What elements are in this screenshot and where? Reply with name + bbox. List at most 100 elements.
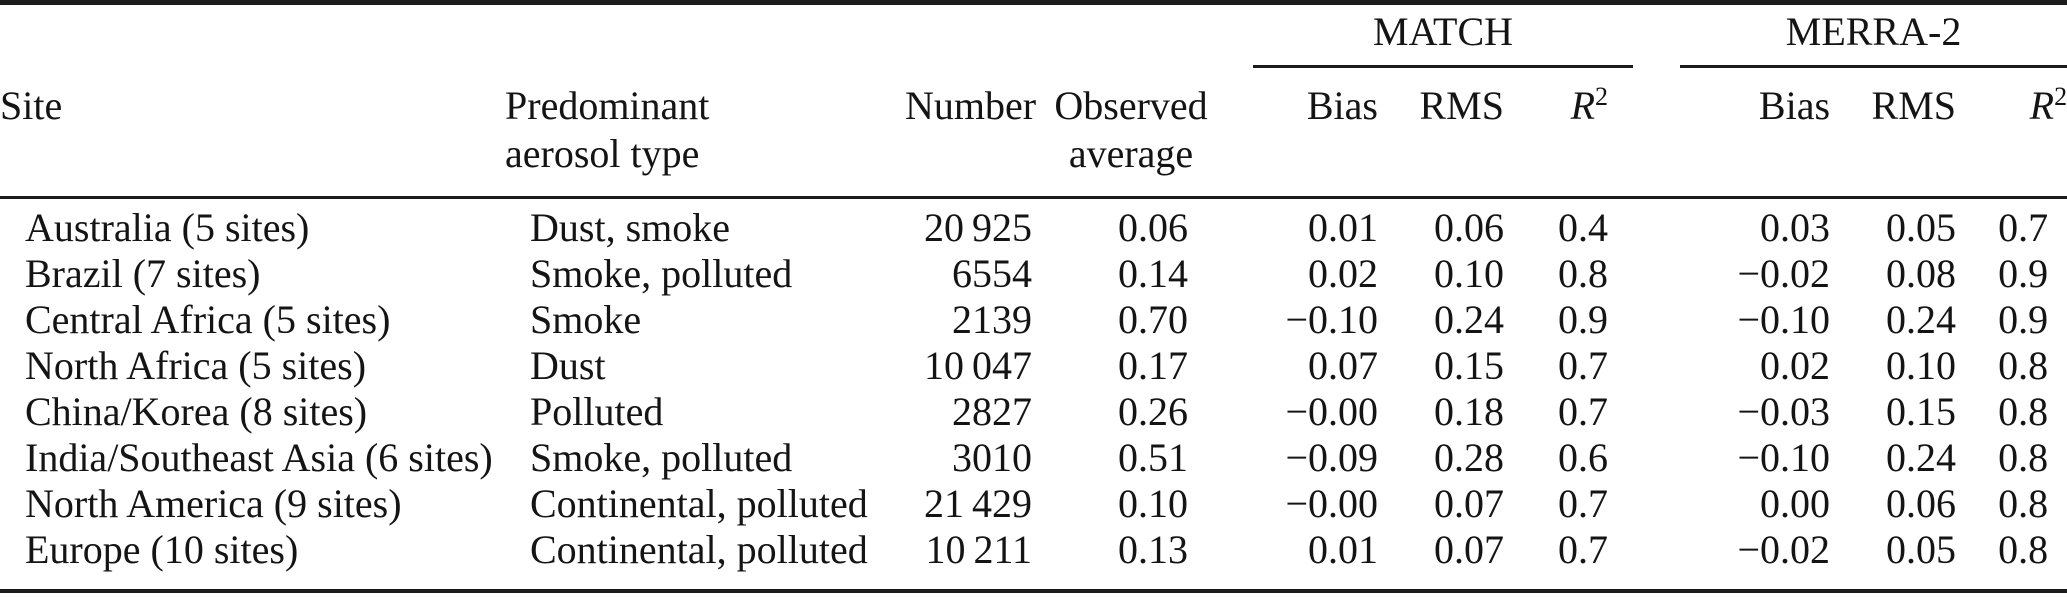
cell-aerosol-type: Smoke, polluted bbox=[530, 251, 793, 296]
cell-match-rms: 0.06 bbox=[1434, 205, 1504, 250]
group-header-match: MATCH bbox=[1230, 3, 1634, 68]
cell-observed-average: 0.14 bbox=[1118, 251, 1188, 296]
cell-merra2-r2: 0.8 bbox=[1998, 343, 2049, 388]
table-header: MATCH MERRA-2 Site Predominant aerosol t… bbox=[0, 3, 2067, 199]
group-header-row: MATCH MERRA-2 bbox=[0, 3, 2067, 69]
cell-match-bias: 0.02 bbox=[1308, 251, 1378, 296]
cell-match-r2: 0.7 bbox=[1558, 343, 1609, 388]
cell-merra2-r2: 0.8 bbox=[1998, 435, 2049, 480]
cell-number: 10 211 bbox=[925, 527, 1032, 572]
cell-match-bias: 0.07 bbox=[1308, 343, 1378, 388]
cell-match-bias: 0.01 bbox=[1308, 527, 1378, 572]
cell-aerosol-type: Continental, polluted bbox=[530, 481, 868, 526]
cell-merra2-rms: 0.05 bbox=[1886, 205, 1957, 250]
table-row-brazil: Brazil (7 sites) Smoke, polluted 6554 0.… bbox=[0, 251, 2067, 297]
table-row-north-america: North America (9 sites) Continental, pol… bbox=[0, 481, 2067, 527]
cell-observed-average: 0.51 bbox=[1118, 435, 1188, 480]
cell-match-bias: −0.09 bbox=[1285, 435, 1378, 480]
cell-site: India/Southeast Asia (6 sites) bbox=[25, 435, 493, 480]
r2-superscript: 2 bbox=[1595, 82, 1609, 111]
cell-merra2-rms: 0.05 bbox=[1886, 527, 1957, 572]
match-group-rule: MATCH bbox=[1253, 11, 1634, 68]
cell-site: North Africa (5 sites) bbox=[25, 343, 367, 388]
cell-match-bias: −0.00 bbox=[1285, 481, 1378, 526]
cell-merra2-rms: 0.06 bbox=[1886, 481, 1957, 526]
group-header-spacer bbox=[0, 3, 1230, 69]
cell-number: 3010 bbox=[952, 435, 1032, 480]
r2-base: R bbox=[1570, 83, 1596, 128]
group-header-merra2: MERRA-2 bbox=[1608, 3, 2067, 68]
table-row-australia: Australia (5 sites) Dust, smoke 20 925 0… bbox=[0, 198, 2067, 252]
col-header-match-rms: RMS bbox=[1378, 68, 1504, 199]
cell-match-rms: 0.07 bbox=[1434, 481, 1504, 526]
cell-merra2-rms: 0.24 bbox=[1886, 297, 1957, 342]
cell-match-rms: 0.15 bbox=[1434, 343, 1504, 388]
col-header-number: Number bbox=[905, 68, 1036, 199]
cell-number: 20 925 bbox=[923, 205, 1032, 250]
cell-number: 6554 bbox=[952, 251, 1032, 296]
cell-number: 21 429 bbox=[923, 481, 1032, 526]
aerosol-header-line1: Predominant bbox=[505, 83, 710, 128]
cell-merra2-rms: 0.24 bbox=[1886, 435, 1957, 480]
cell-number: 2139 bbox=[952, 297, 1032, 342]
cell-merra2-r2: 0.8 bbox=[1998, 527, 2049, 572]
cell-number: 2827 bbox=[952, 389, 1032, 434]
merra2-group-rule: MERRA-2 bbox=[1680, 11, 2067, 68]
col-header-match-r2: R2 bbox=[1504, 68, 1609, 199]
cell-site: Brazil (7 sites) bbox=[25, 251, 261, 296]
cell-observed-average: 0.26 bbox=[1118, 389, 1188, 434]
cell-match-bias: −0.00 bbox=[1285, 389, 1378, 434]
col-header-merra2-rms: RMS bbox=[1830, 68, 1957, 199]
cell-match-bias: 0.01 bbox=[1308, 205, 1378, 250]
cell-match-bias: −0.10 bbox=[1285, 297, 1378, 342]
r2-base: R bbox=[2029, 83, 2055, 128]
cell-merra2-bias: −0.10 bbox=[1737, 297, 1831, 342]
table-row-china-korea: China/Korea (8 sites) Polluted 2827 0.26… bbox=[0, 389, 2067, 435]
col-header-merra2-bias: Bias bbox=[1608, 68, 1831, 199]
cell-site: Europe (10 sites) bbox=[25, 527, 299, 572]
merra2-group-label: MERRA-2 bbox=[1785, 9, 1962, 54]
cell-number: 10 047 bbox=[923, 343, 1032, 388]
cell-aerosol-type: Continental, polluted bbox=[530, 527, 868, 572]
aerosol-header-line2: aerosol type bbox=[505, 131, 700, 176]
cell-match-rms: 0.28 bbox=[1434, 435, 1504, 480]
cell-match-r2: 0.7 bbox=[1558, 481, 1609, 526]
col-header-match-bias: Bias bbox=[1230, 68, 1378, 199]
cell-match-r2: 0.7 bbox=[1558, 527, 1609, 572]
cell-merra2-rms: 0.10 bbox=[1886, 343, 1957, 388]
cell-site: North America (9 sites) bbox=[25, 481, 402, 526]
table-row-central-africa: Central Africa (5 sites) Smoke 2139 0.70… bbox=[0, 297, 2067, 343]
cell-observed-average: 0.17 bbox=[1118, 343, 1188, 388]
cell-merra2-r2: 0.9 bbox=[1998, 251, 2049, 296]
col-header-site: Site bbox=[0, 68, 505, 199]
cell-match-rms: 0.24 bbox=[1434, 297, 1504, 342]
cell-observed-average: 0.10 bbox=[1118, 481, 1188, 526]
col-header-aerosol-type: Predominant aerosol type bbox=[505, 68, 905, 199]
cell-site: Australia (5 sites) bbox=[25, 205, 310, 250]
cell-merra2-r2: 0.9 bbox=[1998, 297, 2049, 342]
cell-aerosol-type: Polluted bbox=[530, 389, 664, 434]
table-row-india-southeast-asia: India/Southeast Asia (6 sites) Smoke, po… bbox=[0, 435, 2067, 481]
cell-merra2-r2: 0.7 bbox=[1998, 205, 2049, 250]
cell-match-rms: 0.18 bbox=[1434, 389, 1504, 434]
cell-observed-average: 0.70 bbox=[1118, 297, 1188, 342]
cell-merra2-rms: 0.08 bbox=[1886, 251, 1957, 296]
cell-aerosol-type: Smoke bbox=[530, 297, 642, 342]
cell-merra2-bias: −0.03 bbox=[1737, 389, 1831, 434]
cell-match-r2: 0.8 bbox=[1558, 251, 1609, 296]
cell-match-r2: 0.7 bbox=[1558, 389, 1609, 434]
cell-aerosol-type: Dust bbox=[530, 343, 606, 388]
table-row-north-africa: North Africa (5 sites) Dust 10 047 0.17 … bbox=[0, 343, 2067, 389]
cell-merra2-bias: 0.02 bbox=[1760, 343, 1831, 388]
cell-site: Central Africa (5 sites) bbox=[25, 297, 391, 342]
cell-merra2-bias: −0.10 bbox=[1737, 435, 1831, 480]
cell-merra2-rms: 0.15 bbox=[1886, 389, 1957, 434]
col-header-observed-average: Observed average bbox=[1032, 68, 1230, 199]
cell-merra2-bias: −0.02 bbox=[1737, 527, 1831, 572]
cell-merra2-r2: 0.8 bbox=[1998, 389, 2049, 434]
cell-merra2-bias: −0.02 bbox=[1737, 251, 1831, 296]
cell-aerosol-type: Smoke, polluted bbox=[530, 435, 793, 480]
observed-header-line1: Observed bbox=[1054, 83, 1208, 128]
